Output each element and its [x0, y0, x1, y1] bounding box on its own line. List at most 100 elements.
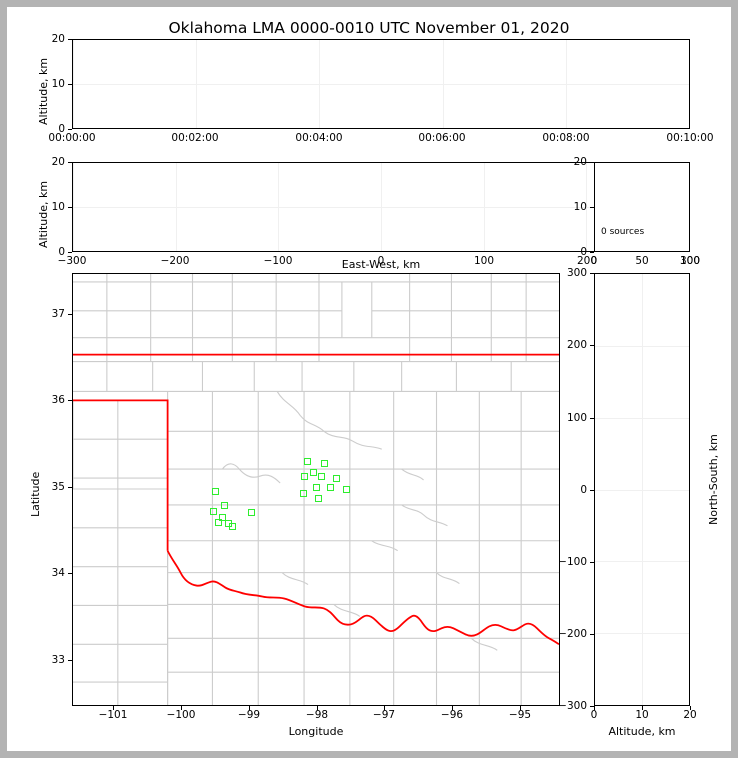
xtick-mark	[642, 706, 643, 710]
panel-east-west-vs-altitude[interactable]	[72, 162, 690, 252]
ytick-label: 33	[51, 654, 65, 666]
page-title: Oklahoma LMA 0000-0010 UTC November 01, …	[168, 19, 570, 37]
source-marker	[309, 468, 317, 476]
xtick-label: 200	[576, 255, 598, 267]
ytick-mark	[68, 162, 72, 163]
gridline-v	[73, 40, 74, 128]
xtick-label: −99	[237, 709, 261, 721]
xtick-label: 00:02:00	[171, 132, 219, 144]
source-marker	[342, 486, 350, 493]
ytick-mark	[68, 129, 72, 130]
xtick-label: 10	[635, 709, 649, 721]
xtick-label: −100	[166, 709, 196, 721]
gridline-v	[483, 163, 485, 251]
ytick-mark	[68, 39, 72, 40]
ytick-mark	[68, 573, 72, 574]
xtick-label: −96	[440, 709, 464, 721]
xtick-mark	[384, 706, 385, 710]
gridline-h	[595, 489, 689, 491]
source-marker	[211, 487, 219, 495]
xtick-label: 0	[590, 255, 598, 267]
ytick-mark	[68, 400, 72, 401]
ytick-label: 0	[58, 246, 65, 258]
gridline-h	[595, 417, 689, 419]
xtick-label: 100	[679, 255, 701, 267]
ytick-label: 36	[51, 394, 65, 406]
source-marker	[314, 494, 322, 502]
xtick-mark	[452, 706, 453, 710]
gridline-v	[565, 40, 567, 128]
gridline-h	[595, 633, 689, 635]
ytick-label: −300	[558, 700, 587, 712]
ytick-mark	[590, 273, 594, 274]
ytick-mark	[590, 207, 594, 208]
axis-title-east-west: East-West, km	[341, 258, 421, 271]
source-marker	[303, 458, 311, 466]
gridline-v	[381, 163, 382, 251]
xtick-label: 20	[683, 709, 697, 721]
ytick-mark	[590, 345, 594, 346]
xtick-label: 00:06:00	[418, 132, 466, 144]
gridline-v	[73, 163, 74, 251]
xtick-label: 300	[679, 255, 701, 267]
ytick-label: 100	[566, 412, 587, 424]
xtick-mark	[317, 706, 318, 710]
ytick-label: 10	[573, 201, 587, 213]
xtick-label: 00:10:00	[666, 132, 714, 144]
source-marker	[301, 473, 309, 481]
xtick-label: 00:08:00	[542, 132, 590, 144]
source-count-annotation: 0 sources	[601, 227, 645, 237]
ytick-label: 35	[51, 481, 65, 493]
ytick-mark	[68, 314, 72, 315]
xtick-label: −100	[263, 255, 293, 267]
panel-map[interactable]	[72, 273, 560, 706]
panel-source-histogram[interactable]: 0 sources	[594, 162, 690, 252]
ytick-mark	[590, 634, 594, 635]
source-marker	[221, 502, 229, 510]
ytick-mark	[68, 660, 72, 661]
axis-title-north-south: North-South, km	[707, 434, 720, 525]
ytick-mark	[590, 418, 594, 419]
source-marker	[326, 484, 334, 492]
ytick-mark	[68, 487, 72, 488]
xtick-mark	[249, 706, 250, 710]
panel-north-south-vs-altitude[interactable]	[594, 273, 690, 706]
ytick-label: 0	[580, 246, 587, 258]
gridline-h	[595, 345, 689, 347]
gridline-v	[278, 163, 280, 251]
xtick-label: 0	[590, 709, 598, 721]
axis-title-altitude: Altitude, km	[37, 57, 50, 125]
xtick-label: 50	[635, 255, 649, 267]
axis-title-longitude: Longitude	[288, 725, 344, 738]
ytick-label: 10	[51, 201, 65, 213]
xtick-label: 0	[377, 255, 385, 267]
map-geometry	[73, 274, 559, 705]
ytick-mark	[68, 84, 72, 85]
source-marker	[209, 508, 217, 516]
source-marker	[320, 460, 328, 468]
figure-canvas: Oklahoma LMA 0000-0010 UTC November 01, …	[7, 7, 731, 751]
xtick-label: −101	[98, 709, 128, 721]
source-marker	[300, 490, 308, 498]
ytick-mark	[590, 562, 594, 563]
source-marker	[248, 509, 256, 517]
ytick-label: 0	[580, 484, 587, 496]
ytick-mark	[68, 207, 72, 208]
xtick-mark	[594, 706, 595, 710]
xtick-label: −98	[305, 709, 329, 721]
source-marker	[332, 474, 340, 482]
source-marker	[229, 523, 237, 531]
ytick-mark	[590, 162, 594, 163]
ytick-mark	[590, 706, 594, 707]
ytick-label: 0	[58, 123, 65, 135]
xtick-label: 00:00:00	[48, 132, 96, 144]
ytick-label: −100	[558, 556, 587, 568]
axis-title-altitude: Altitude, km	[37, 180, 50, 248]
xtick-label: −95	[508, 709, 532, 721]
ytick-mark	[590, 252, 594, 253]
gridline-v	[196, 40, 198, 128]
panel-time-vs-altitude[interactable]	[72, 39, 690, 129]
xtick-label: 100	[473, 255, 495, 267]
ytick-label: 34	[51, 567, 65, 579]
gridline-v	[442, 40, 444, 128]
